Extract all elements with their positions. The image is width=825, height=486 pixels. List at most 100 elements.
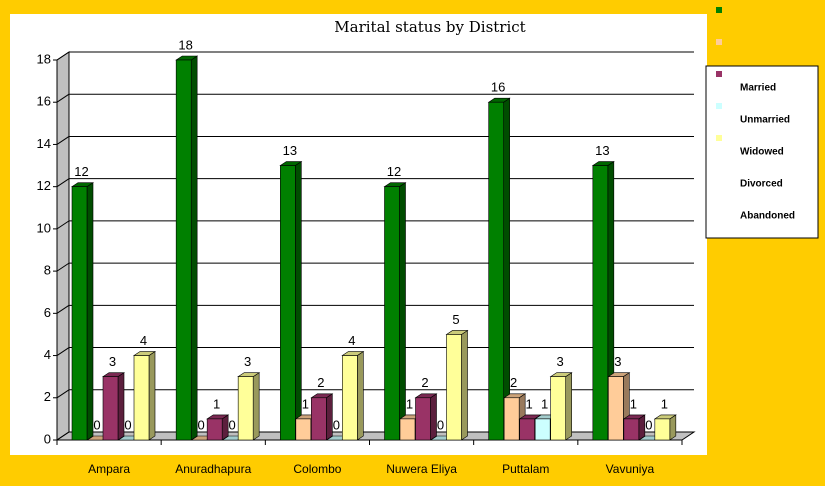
data-label: 2	[510, 375, 517, 390]
data-label: 0	[333, 417, 340, 432]
grid-line	[56, 347, 70, 356]
grid-line	[56, 93, 70, 103]
bar-front	[550, 376, 566, 441]
bar-front	[519, 418, 535, 441]
bar-front	[399, 418, 416, 441]
data-label: 3	[109, 354, 116, 369]
y-tick-label: 0	[44, 431, 51, 446]
bar-front	[446, 334, 462, 441]
bar-front	[608, 376, 624, 441]
bar-front	[488, 101, 504, 441]
data-label: 12	[387, 164, 401, 179]
grid-line	[56, 304, 70, 314]
grid-line	[56, 136, 70, 145]
bar-side	[148, 350, 156, 441]
legend-box	[705, 65, 819, 239]
bar-side	[399, 182, 406, 441]
bar-side	[430, 393, 437, 441]
bar	[237, 372, 261, 441]
y-tick-label: 14	[37, 136, 51, 151]
bar-side	[565, 372, 572, 441]
data-label: 1	[406, 396, 413, 411]
data-label: 4	[140, 333, 147, 348]
data-label: 0	[645, 417, 652, 432]
legend-swatch	[716, 71, 722, 77]
data-label: 0	[229, 417, 236, 432]
bar-side	[357, 350, 364, 441]
x-tick-label: Nuwera Eliya	[386, 462, 457, 476]
bar-side	[295, 160, 302, 441]
bar	[487, 97, 511, 441]
bar	[549, 372, 573, 441]
bar	[622, 414, 646, 441]
bar-front	[102, 376, 119, 441]
data-label: 1	[661, 396, 668, 411]
bar-front	[534, 418, 551, 441]
y-tick-label: 6	[44, 305, 51, 320]
bar-front	[415, 397, 431, 441]
legend-swatch	[716, 7, 722, 13]
data-label: 0	[198, 417, 205, 432]
data-label: 0	[124, 417, 131, 432]
bar-front	[175, 59, 192, 441]
legend-label: Unmarried	[740, 115, 790, 126]
legend-swatch	[716, 135, 722, 141]
bar	[206, 414, 230, 441]
bar-front	[503, 397, 520, 441]
bar-side	[252, 372, 260, 441]
bar-front	[71, 186, 88, 441]
grid-line	[56, 220, 70, 230]
bar-side	[503, 97, 510, 441]
bar-side	[190, 55, 198, 441]
bar-side	[461, 329, 468, 441]
chart-title: Marital status by District	[334, 18, 525, 36]
bar	[341, 350, 365, 441]
data-label: 1	[213, 396, 220, 411]
bar-front	[384, 186, 400, 441]
bar	[102, 372, 125, 441]
x-tick-label: Ampara	[88, 462, 130, 476]
bar	[133, 350, 156, 441]
data-label: 3	[557, 354, 564, 369]
data-label: 12	[74, 164, 88, 179]
y-tick-label: 8	[44, 263, 51, 278]
bar-front	[592, 165, 609, 441]
data-label: 2	[421, 375, 428, 390]
data-label: 1	[541, 396, 548, 411]
legend-label: Divorced	[740, 179, 783, 190]
bar-side	[86, 182, 94, 441]
bar-side	[638, 414, 646, 441]
x-tick-label: Vavuniya	[606, 462, 655, 476]
side-wall	[56, 51, 70, 441]
bar-front	[342, 355, 358, 441]
y-tick-label: 12	[37, 178, 51, 193]
y-tick-label: 16	[37, 94, 51, 109]
bar-front	[295, 418, 312, 441]
bar-front	[237, 376, 254, 441]
x-tick-label: Colombo	[293, 462, 341, 476]
x-tick-label: Puttalam	[502, 462, 549, 476]
bar-side	[117, 372, 125, 441]
data-label: 3	[244, 354, 251, 369]
y-tick-label: 2	[44, 389, 51, 404]
grid-line	[56, 431, 70, 441]
data-label: 3	[614, 354, 621, 369]
bar	[279, 160, 303, 441]
grid-line	[56, 262, 70, 272]
grid-line	[56, 51, 70, 61]
data-label: 13	[595, 143, 609, 158]
bar	[591, 160, 615, 441]
legend-label: Widowed	[740, 147, 784, 158]
bar-front	[206, 418, 223, 441]
y-tick-label: 4	[44, 347, 51, 362]
bar	[175, 55, 199, 441]
x-tick-label: Anuradhapura	[175, 462, 251, 476]
data-label: 18	[178, 37, 192, 52]
bar	[310, 393, 334, 441]
grid-line	[56, 389, 70, 399]
data-label: 13	[283, 143, 297, 158]
bar-side	[221, 414, 229, 441]
legend-swatch	[716, 39, 722, 45]
y-tick-label: 18	[37, 51, 51, 66]
